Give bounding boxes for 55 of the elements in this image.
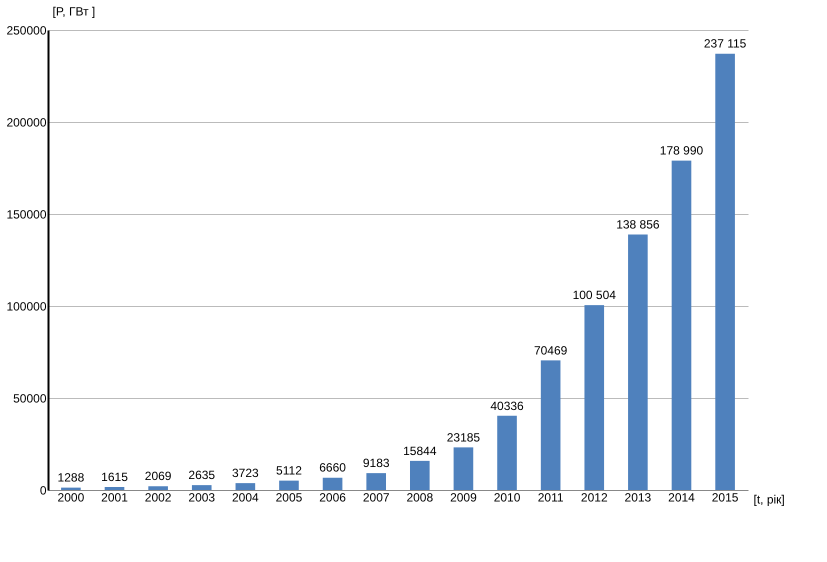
x-tick-label: 2002 [144,490,172,504]
bar [279,480,299,490]
data-label: 40336 [490,398,524,413]
x-tick-label: 2010 [494,490,521,504]
data-label: 6660 [319,460,346,475]
data-label: 1615 [101,470,128,484]
data-label: 237 115 [704,36,747,51]
x-tick-label: 2011 [538,490,564,504]
x-tick-label: 2003 [188,490,216,504]
data-label: 3723 [232,466,260,480]
bar [584,305,604,490]
bar [672,160,692,490]
y-tick-label: 250000 [6,24,47,38]
data-label: 2069 [144,469,172,484]
x-tick-label: 2005 [276,490,303,504]
data-label: 9183 [362,456,390,470]
y-tick-label: 0 [40,484,47,498]
data-label: 15844 [403,444,437,458]
x-tick-label: 2009 [450,490,478,504]
data-label: 178 990 [660,144,704,158]
bar [236,483,256,490]
x-tick-label: 2007 [362,490,390,504]
data-label: 70469 [534,343,568,358]
bar [104,487,124,490]
bar [322,478,342,490]
bar [497,416,517,490]
x-tick-label: 2013 [624,490,652,504]
bar [454,447,474,490]
data-label: 1288 [58,470,85,485]
x-tick-label: 2006 [319,490,346,504]
bar [192,485,212,490]
x-tick-label: 2004 [232,490,260,504]
y-tick-label: 200000 [6,116,47,130]
bar [628,234,648,490]
x-tick-label: 2001 [101,490,128,504]
x-tick-label: 2014 [668,490,696,504]
data-label: 23185 [446,430,480,444]
data-label: 5112 [276,464,302,478]
bar [540,360,560,490]
bar [715,54,735,490]
data-label: 138 856 [616,218,660,232]
x-tick-label: 2012 [580,490,608,504]
bar [410,460,430,490]
y-tick-label: 100000 [6,300,47,314]
bar [148,486,168,490]
y-tick-label: 50000 [13,392,47,406]
x-tick-label: 2015 [712,490,739,504]
data-label: 100 504 [572,288,616,302]
x-tick-label: 2000 [58,490,85,504]
y-tick-label: 150000 [6,208,47,222]
y-axis-title: [P, ГВт ] [52,4,96,18]
x-axis-title: [t, рік] [754,492,785,506]
x-tick-label: 2008 [406,490,434,504]
data-label: 2635 [188,468,216,482]
bar [366,473,386,490]
